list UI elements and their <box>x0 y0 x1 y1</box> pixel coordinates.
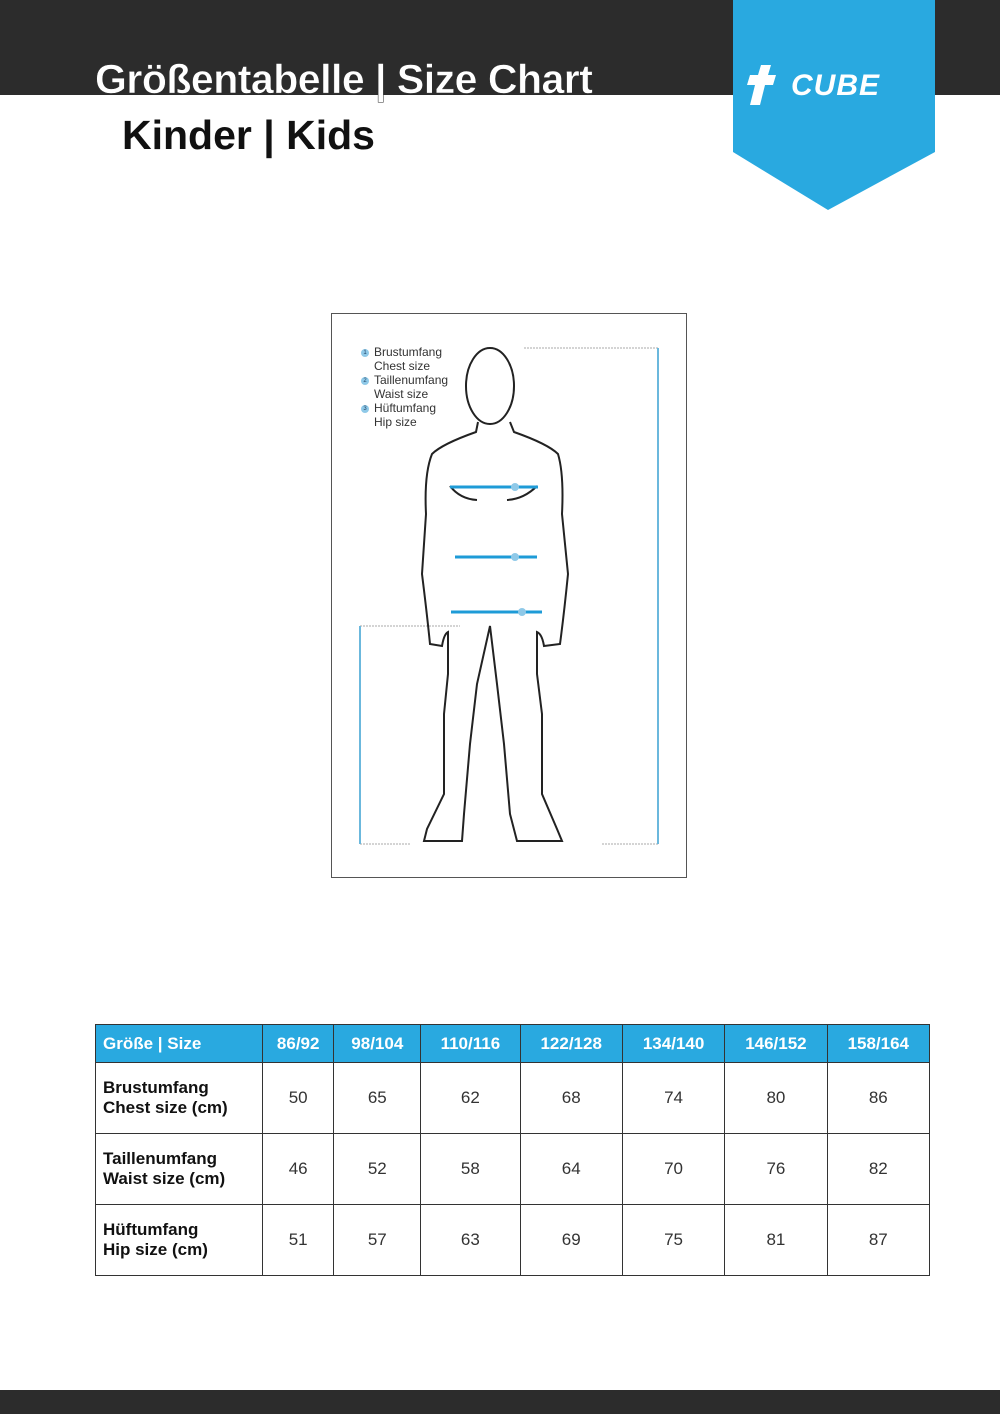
legend-number: 3 <box>361 405 369 413</box>
column-header: 158/164 <box>826 1024 931 1063</box>
table-cell: 58 <box>420 1133 521 1205</box>
measurement-legend: 1 Brustumfang Chest size 2 Taillenumfang Wai… <box>360 345 448 429</box>
table-cell: 57 <box>333 1204 422 1276</box>
table-header-row: Größe | Size 86/92 98/104 110/116 122/128 134… <box>95 1024 931 1063</box>
table-cell: 69 <box>519 1204 623 1276</box>
table-cell: 87 <box>826 1204 931 1276</box>
row-label: Brustumfang Chest size (cm) <box>95 1062 263 1134</box>
column-header: 146/152 <box>724 1024 828 1063</box>
legend-label-de: Hüftumfang <box>374 401 437 415</box>
row-label-en: Waist size (cm) <box>103 1169 226 1188</box>
table-row: Hüftumfang Hip size (cm) 51 57 63 69 75 81 87 <box>95 1204 931 1276</box>
table-cell: 51 <box>261 1204 335 1276</box>
legend-label-de: Taillenumfang <box>374 373 449 387</box>
table-cell: 62 <box>420 1062 521 1134</box>
row-label-en: Chest size (cm) <box>103 1098 228 1117</box>
table-cell: 68 <box>519 1062 623 1134</box>
table-cell: 81 <box>724 1204 828 1276</box>
table-row: Taillenumfang Waist size (cm) 46 52 58 64 70 76… <box>95 1133 931 1205</box>
row-label-de: Taillenumfang <box>103 1149 217 1168</box>
table-cell: 76 <box>724 1133 828 1205</box>
legend-label-en: Hip size <box>374 415 417 429</box>
legend-label-de: Brustumfang <box>374 345 443 359</box>
legend-label-en: Chest size <box>374 359 431 373</box>
column-header: 122/128 <box>519 1024 623 1063</box>
column-header: Größe | Size <box>95 1024 263 1063</box>
table-cell: 74 <box>621 1062 726 1134</box>
column-header: 98/104 <box>333 1024 422 1063</box>
child-silhouette <box>359 347 659 845</box>
footer-band <box>0 1390 1000 1414</box>
page-subtitle: Kinder | Kids <box>122 112 375 158</box>
row-label-en: Hip size (cm) <box>103 1240 208 1259</box>
table-cell: 50 <box>261 1062 335 1134</box>
row-label: Hüftumfang Hip size (cm) <box>95 1204 263 1276</box>
page-title: Größentabelle | Size Chart <box>95 56 593 103</box>
table-cell: 70 <box>621 1133 726 1205</box>
column-header: 110/116 <box>420 1024 521 1063</box>
table-cell: 65 <box>333 1062 422 1134</box>
cube-logo: CUBE <box>733 0 935 210</box>
legend-label-en: Waist size <box>374 387 429 401</box>
legend-item-chest: 1 Brustumfang Chest size <box>360 345 448 373</box>
table-cell: 86 <box>826 1062 931 1134</box>
table-cell: 64 <box>519 1133 623 1205</box>
measurement-figure <box>331 313 687 878</box>
legend-number: 1 <box>361 349 369 357</box>
table-cell: 63 <box>420 1204 521 1276</box>
svg-text:CUBE: CUBE <box>791 69 880 102</box>
column-header: 134/140 <box>621 1024 726 1063</box>
table-cell: 75 <box>621 1204 726 1276</box>
legend-item-hip: 3 Hüftumfang Hip size <box>360 401 448 429</box>
table-cell: 82 <box>826 1133 931 1205</box>
legend-item-waist: 2 Taillenumfang Waist size <box>360 373 448 401</box>
table-cell: 52 <box>333 1133 422 1205</box>
table-cell: 46 <box>261 1133 335 1205</box>
legend-number: 2 <box>361 377 369 385</box>
row-label-de: Brustumfang <box>103 1078 209 1097</box>
row-label: Taillenumfang Waist size (cm) <box>95 1133 263 1205</box>
table-row: Brustumfang Chest size (cm) 50 65 62 68 74 80 86 <box>95 1062 931 1134</box>
size-table: Größe | Size 86/92 98/104 110/116 122/128 134… <box>95 1024 931 1276</box>
column-header: 86/92 <box>261 1024 335 1063</box>
table-cell: 80 <box>724 1062 828 1134</box>
row-label-de: Hüftumfang <box>103 1220 199 1239</box>
